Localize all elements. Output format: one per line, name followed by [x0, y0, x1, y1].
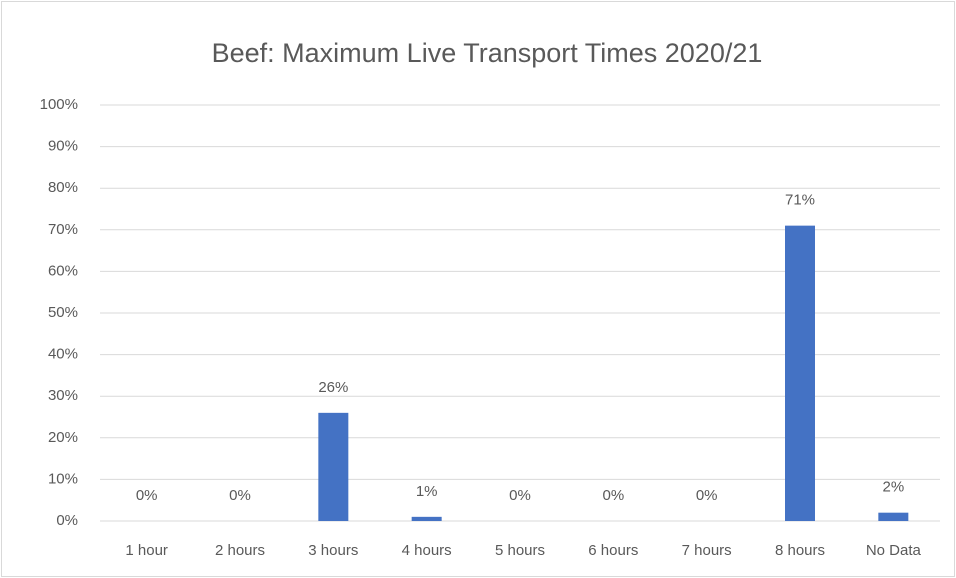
- y-tick-label: 80%: [48, 179, 78, 196]
- y-tick-label: 30%: [48, 387, 78, 404]
- x-tick-label: 4 hours: [402, 542, 452, 559]
- value-label: 71%: [785, 192, 815, 209]
- x-tick-label: 2 hours: [215, 542, 265, 559]
- y-tick-label: 10%: [48, 470, 78, 487]
- x-tick-label: No Data: [866, 542, 922, 559]
- x-tick-label: 6 hours: [588, 542, 638, 559]
- value-label: 0%: [509, 487, 531, 504]
- value-label: 0%: [136, 487, 158, 504]
- bar: [318, 412, 349, 521]
- y-tick-label: 90%: [48, 138, 78, 155]
- y-tick-label: 0%: [56, 512, 78, 529]
- y-tick-label: 70%: [48, 221, 78, 238]
- chart-title: Beef: Maximum Live Transport Times 2020/…: [212, 38, 763, 68]
- bar: [411, 516, 442, 521]
- value-label: 0%: [602, 487, 624, 504]
- value-label: 0%: [696, 487, 718, 504]
- value-label: 1%: [416, 483, 438, 500]
- y-tick-label: 100%: [40, 96, 78, 113]
- y-tick-label: 20%: [48, 429, 78, 446]
- value-label: 2%: [882, 479, 904, 496]
- y-tick-label: 60%: [48, 262, 78, 279]
- y-tick-label: 50%: [48, 304, 78, 321]
- x-tick-label: 3 hours: [308, 542, 358, 559]
- x-tick-label: 8 hours: [775, 542, 825, 559]
- bar: [878, 512, 909, 521]
- x-tick-label: 7 hours: [682, 542, 732, 559]
- bar: [785, 225, 815, 521]
- y-tick-label: 40%: [48, 346, 78, 363]
- value-label: 0%: [229, 487, 251, 504]
- x-tick-label: 1 hour: [125, 542, 168, 559]
- x-tick-label: 5 hours: [495, 542, 545, 559]
- value-label: 26%: [318, 379, 348, 396]
